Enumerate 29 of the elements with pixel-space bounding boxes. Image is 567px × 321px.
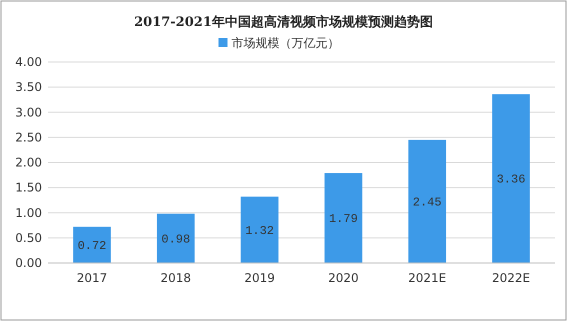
x-tick-label: 2020 xyxy=(328,271,359,285)
y-tick-label: 2.00 xyxy=(15,156,42,170)
y-tick-label: 3.50 xyxy=(15,80,42,94)
bar xyxy=(73,226,111,263)
y-tick-label: 1.00 xyxy=(15,206,42,220)
y-tick-label: 3.00 xyxy=(15,105,42,120)
legend-label: 市场规模（万亿元） xyxy=(232,36,340,50)
data-label: 3.36 xyxy=(496,172,526,187)
bar xyxy=(492,94,530,263)
y-tick-label: 0.50 xyxy=(15,230,42,245)
y-tick-label: 0.00 xyxy=(15,256,42,270)
x-tick-label: 2022E xyxy=(492,271,530,285)
data-label: 0.72 xyxy=(78,238,106,253)
x-tick-label: 2019 xyxy=(244,271,275,285)
x-tick-label: 2017 xyxy=(76,271,108,285)
data-label: 1.32 xyxy=(245,224,274,238)
data-label: 1.79 xyxy=(328,212,358,226)
chart-title: 2017-2021年中国超高清视频市场规模预测趋势图 xyxy=(134,14,433,30)
bar xyxy=(324,173,362,263)
y-tick-label: 4.00 xyxy=(15,55,42,69)
bar xyxy=(240,196,278,263)
bar xyxy=(156,214,195,263)
data-label: 0.98 xyxy=(161,232,190,246)
x-tick-label: 2021E xyxy=(408,271,446,285)
y-tick-label: 1.50 xyxy=(15,180,42,195)
x-tick-label: 2018 xyxy=(160,271,192,285)
bar xyxy=(408,140,446,263)
data-label: 2.45 xyxy=(412,195,442,210)
y-tick-label: 2.50 xyxy=(15,130,42,144)
